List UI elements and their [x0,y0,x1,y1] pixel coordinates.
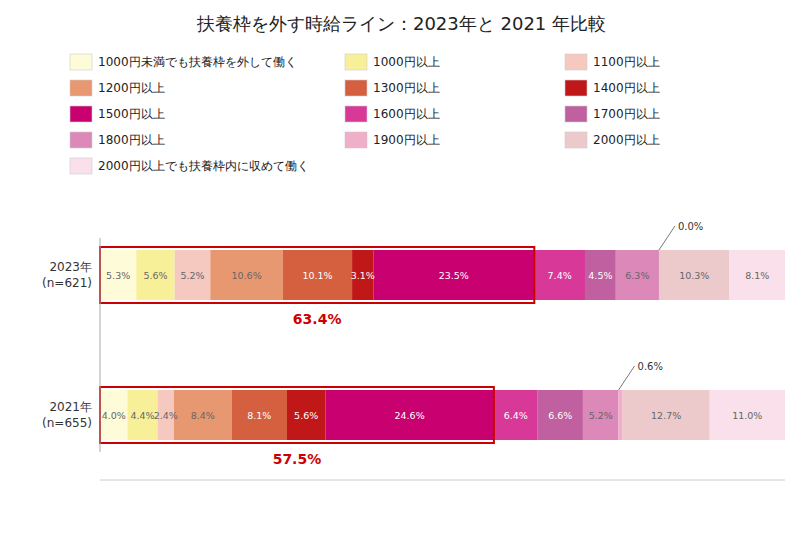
bar-segment [232,390,287,440]
bar-segment [100,250,136,300]
bar-segment [136,250,174,300]
legend-swatch [70,80,92,96]
category-label-line: (n=655) [42,416,92,430]
legend-swatch [345,80,367,96]
legend-label: 2000円以上 [593,133,660,147]
legend-swatch [565,54,587,70]
category-label-line: 2021年 [49,400,92,414]
category-label: 2023年 (n=621) [42,260,92,290]
legend-swatch [565,80,587,96]
data-label: 2.4% [154,410,178,421]
labels: 5.3% 5.6% 5.2% 10.6% 10.1% 3.1% 23.5% 7.4% 4.5% 6… [102,221,770,421]
data-label: 24.6% [395,410,425,421]
data-label: 5.6% [294,410,318,421]
data-label: 6.4% [504,410,528,421]
x-axis-line [100,480,785,481]
data-label: 4.0% [102,410,126,421]
legend-label: 1400円以上 [593,81,660,95]
callout-line [659,226,675,250]
sum-box [100,247,534,303]
data-label: 11.0% [732,410,762,421]
bar-segment [730,250,785,300]
legend-swatch [345,106,367,122]
bar-segment [325,390,494,440]
bar-segment [175,250,211,300]
title: 扶養枠を外す時給ライン：2023年と 2021 年比較 [196,13,606,34]
bar-segment [373,250,534,300]
data-label: 4.5% [588,270,612,281]
legend-swatch [70,54,92,70]
bar-segment [210,250,283,300]
callout-line [619,366,635,390]
bar-segment [583,390,619,440]
legend-swatch [565,106,587,122]
data-label: 10.6% [231,270,261,281]
sum-box [100,387,494,443]
bar-segment [174,390,232,440]
sum-label: 57.5% [273,451,322,467]
data-label: 10.3% [679,270,709,281]
data-label: 12.7% [651,410,681,421]
bar-segment [585,250,616,300]
data-label: 8.1% [745,270,769,281]
data-label: 7.4% [548,270,572,281]
bars [100,250,785,440]
legend-label: 1000円以上 [373,55,440,69]
legend-label: 2000円以上でも扶養枠内に収めて働く [98,159,309,173]
bar-segment [616,250,659,300]
legend-label: 1500円以上 [98,107,165,121]
bar-segment [287,390,325,440]
legend-label: 1800円以上 [98,133,165,147]
legend-swatch [70,158,92,174]
data-label: 5.3% [106,270,130,281]
bar-segment [100,390,127,440]
legend-label: 1000円未満でも扶養枠を外して働く [98,55,297,69]
category-label-line: (n=621) [42,276,92,290]
legend-swatch [345,54,367,70]
data-label: 6.3% [625,270,649,281]
data-label: 5.2% [589,410,613,421]
bar-segment [283,250,352,300]
legend-swatch [70,106,92,122]
bar-segment [619,390,623,440]
legend-label: 1600円以上 [373,107,440,121]
legend-swatch [345,132,367,148]
data-label: 0.6% [638,361,663,372]
legend-label: 1200円以上 [98,81,165,95]
data-label: 5.2% [180,270,204,281]
data-label: 4.4% [130,410,154,421]
data-label: 5.6% [143,270,167,281]
bar-segment [710,390,785,440]
legend-label: 1900円以上 [373,133,440,147]
bar-segment [494,390,538,440]
category-label: 2021年 (n=655) [42,400,92,430]
legend: 1000円未満でも扶養枠を外して働く 1000円以上 1100円以上 1200円以上 1… [70,54,660,174]
data-label: 10.1% [302,270,332,281]
data-label: 8.1% [247,410,271,421]
sum-label: 63.4% [293,311,342,327]
legend-swatch [70,132,92,148]
data-label: 0.0% [678,221,703,232]
legend-label: 1300円以上 [373,81,440,95]
data-label: 23.5% [439,270,469,281]
chart: 扶養枠を外す時給ライン：2023年と 2021 年比較 1000円未満でも扶養枠を… [0,0,803,560]
bar-segment [534,250,585,300]
bar-segment [659,250,730,300]
legend-label: 1700円以上 [593,107,660,121]
data-label: 8.4% [191,410,215,421]
legend-swatch [565,132,587,148]
legend-label: 1100円以上 [593,55,660,69]
x-tick-line [100,238,101,452]
category-label-line: 2023年 [49,260,92,274]
bar-segment [538,390,583,440]
data-label: 3.1% [351,270,375,281]
bar-segment [623,390,710,440]
data-label: 6.6% [548,410,572,421]
